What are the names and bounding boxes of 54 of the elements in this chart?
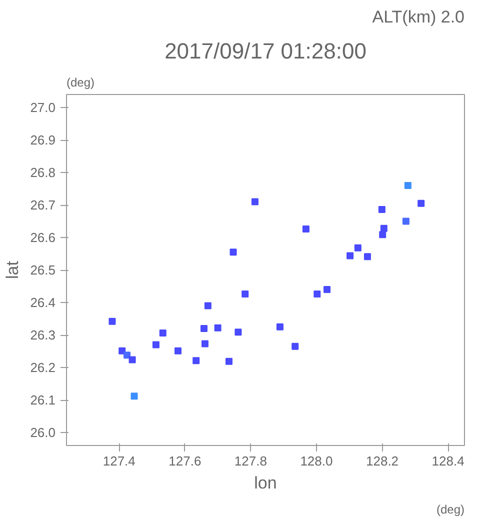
point: [302, 226, 310, 233]
y-tick-label: 26.5: [30, 262, 56, 278]
point: [251, 198, 258, 206]
point: [108, 318, 116, 325]
point: [204, 302, 212, 310]
y-tick-label: 26.9: [30, 132, 56, 148]
point: [174, 347, 182, 354]
point: [230, 248, 237, 256]
point: [354, 244, 362, 252]
text: ALT(km) 2.0: [372, 8, 465, 26]
x-tick-label: 127.8: [234, 454, 267, 468]
point: [128, 356, 136, 364]
point: [364, 253, 371, 260]
text: (deg): [66, 76, 95, 90]
point: [242, 290, 249, 298]
y-tick-label: 26.7: [30, 198, 56, 212]
point: [346, 252, 354, 260]
y-tick-label: 26.6: [30, 230, 56, 245]
point: [292, 342, 299, 350]
point: [276, 323, 284, 330]
y-tick-label: 26.4: [30, 295, 56, 310]
x-tick-label: 128.0: [300, 454, 333, 468]
y-tick-label: 27.0: [30, 100, 56, 115]
point: [225, 358, 232, 365]
x-tick-label: 128.2: [366, 454, 399, 468]
point: [380, 224, 388, 232]
x-tick-label: 128.4: [432, 454, 464, 468]
point: [124, 352, 131, 359]
point: [418, 200, 425, 207]
y-axis-title: lat: [3, 260, 22, 279]
point: [159, 330, 166, 337]
point: [404, 182, 412, 189]
y-tick-label: 26.1: [30, 392, 56, 408]
point: [378, 206, 386, 214]
chart-title: 2017/09/17 01:28:00: [164, 38, 366, 64]
point: [200, 325, 208, 332]
point: [130, 392, 138, 400]
y-tick-label: 26.3: [30, 328, 56, 342]
point: [192, 357, 200, 364]
point: [324, 286, 331, 293]
x-tick-label: 127.4: [102, 454, 136, 468]
x-tick-label: 127.6: [168, 454, 202, 468]
y-tick-label: 26.0: [30, 425, 56, 440]
point: [152, 341, 160, 348]
point: [234, 328, 242, 336]
y-tick-label: 26.2: [30, 360, 56, 375]
x-axis-title: lon: [254, 474, 277, 492]
point: [314, 290, 321, 298]
text: (deg): [436, 502, 465, 516]
point: [201, 340, 208, 348]
point: [379, 231, 386, 238]
y-tick-label: 26.8: [30, 165, 56, 180]
point: [402, 218, 410, 225]
point: [214, 324, 222, 332]
